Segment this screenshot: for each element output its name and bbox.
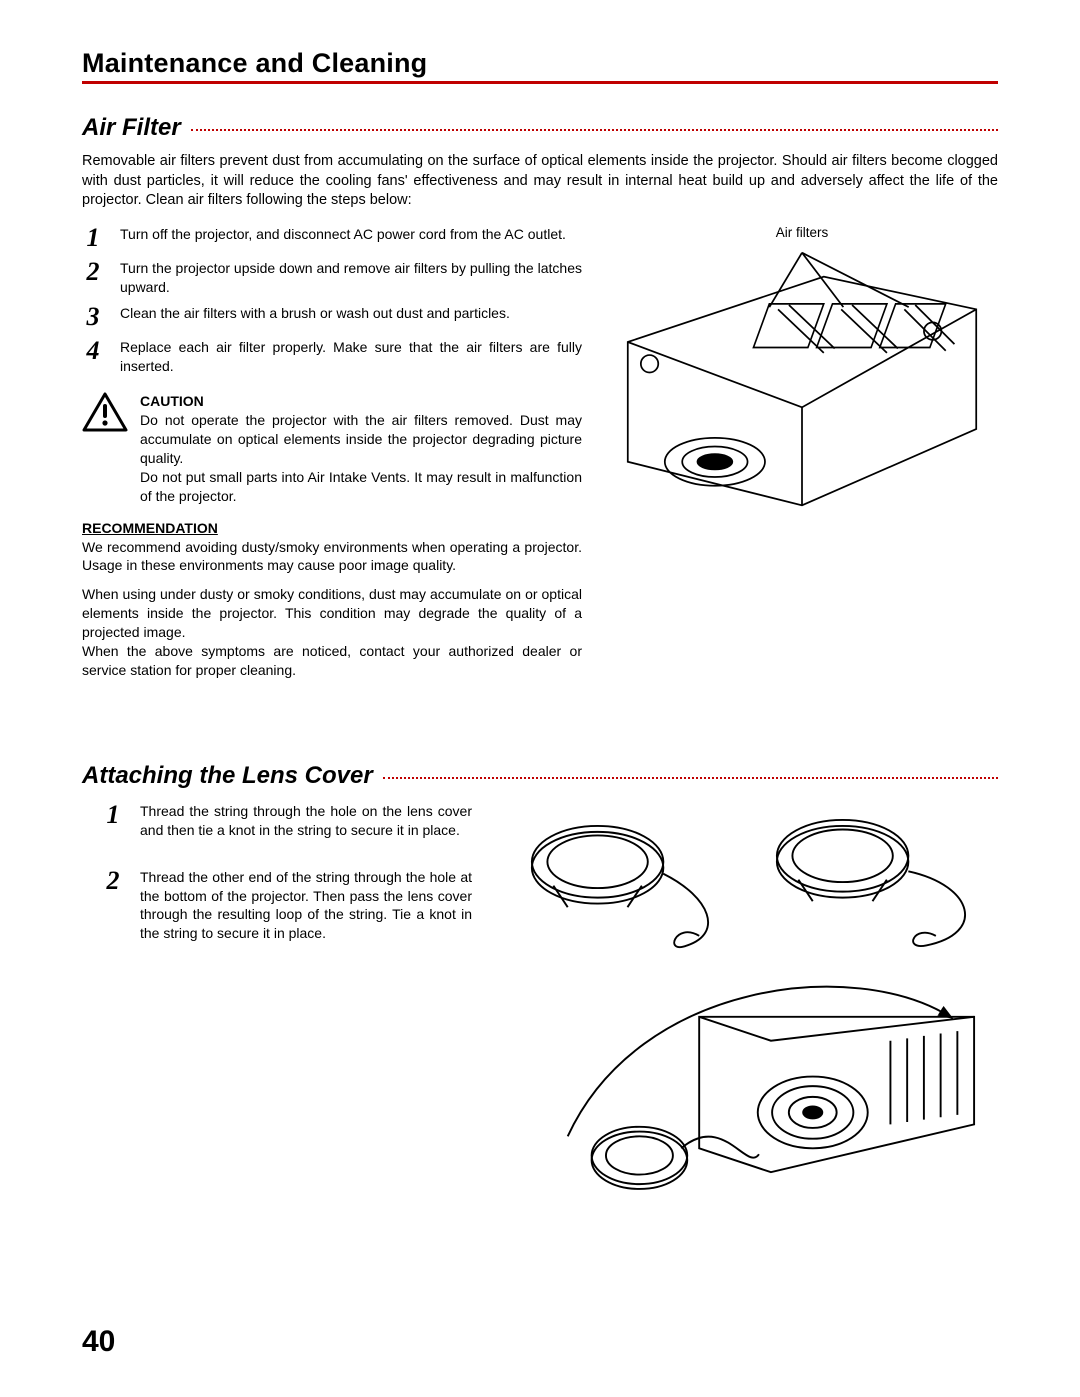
- figure-label: Air filters: [606, 225, 998, 240]
- step-text: Thread the other end of the string throu…: [140, 868, 472, 944]
- air-filter-columns: 1 Turn off the projector, and disconnect…: [82, 225, 998, 690]
- step-number: 1: [102, 802, 124, 840]
- recommendation-heading: RECOMMENDATION: [82, 520, 582, 536]
- step-item: 2 Turn the projector upside down and rem…: [82, 259, 582, 297]
- step-text: Clean the air filters with a brush or wa…: [120, 304, 582, 330]
- chapter-title: Maintenance and Cleaning: [82, 48, 998, 79]
- page-number: 40: [82, 1325, 115, 1359]
- section-header-lens-cover: Attaching the Lens Cover: [82, 762, 998, 790]
- step-number: 3: [82, 304, 104, 330]
- step-item: 1 Thread the string through the hole on …: [102, 802, 472, 840]
- step-number: 4: [82, 338, 104, 376]
- section-title: Air Filter: [82, 114, 181, 142]
- projector-underside-figure: [606, 244, 998, 527]
- lens-cover-columns: 1 Thread the string through the hole on …: [82, 802, 998, 1220]
- step-item: 1 Turn off the projector, and disconnect…: [82, 225, 582, 251]
- manual-page: Maintenance and Cleaning Air Filter Remo…: [0, 0, 1080, 1397]
- step-item: 4 Replace each air filter properly. Make…: [82, 338, 582, 376]
- air-filter-intro: Removable air filters prevent dust from …: [82, 152, 998, 211]
- lens-cap-threading-figure: [496, 802, 998, 969]
- recommendation-text: When using under dusty or smoky conditio…: [82, 585, 582, 679]
- step-text: Thread the string through the hole on th…: [140, 802, 472, 840]
- dotted-rule: [191, 129, 998, 131]
- step-number: 2: [82, 259, 104, 297]
- dotted-rule: [383, 777, 998, 779]
- caution-block: CAUTION Do not operate the projector wit…: [82, 392, 582, 505]
- step-number: 1: [82, 225, 104, 251]
- step-item: 3 Clean the air filters with a brush or …: [82, 304, 582, 330]
- chapter-rule: [82, 81, 998, 84]
- recommendation-text: We recommend avoiding dusty/smoky enviro…: [82, 538, 582, 576]
- step-item: 2 Thread the other end of the string thr…: [102, 868, 472, 944]
- warning-icon: [82, 392, 128, 432]
- step-text: Turn off the projector, and disconnect A…: [120, 225, 582, 251]
- lens-cap-attached-figure: [496, 969, 998, 1220]
- step-text: Replace each air filter properly. Make s…: [120, 338, 582, 376]
- step-number: 2: [102, 868, 124, 944]
- caution-heading: CAUTION: [140, 393, 204, 409]
- caution-body-text: Do not operate the projector with the ai…: [140, 412, 582, 504]
- step-text: Turn the projector upside down and remov…: [120, 259, 582, 297]
- section-title: Attaching the Lens Cover: [82, 762, 373, 790]
- section-header-air-filter: Air Filter: [82, 114, 998, 142]
